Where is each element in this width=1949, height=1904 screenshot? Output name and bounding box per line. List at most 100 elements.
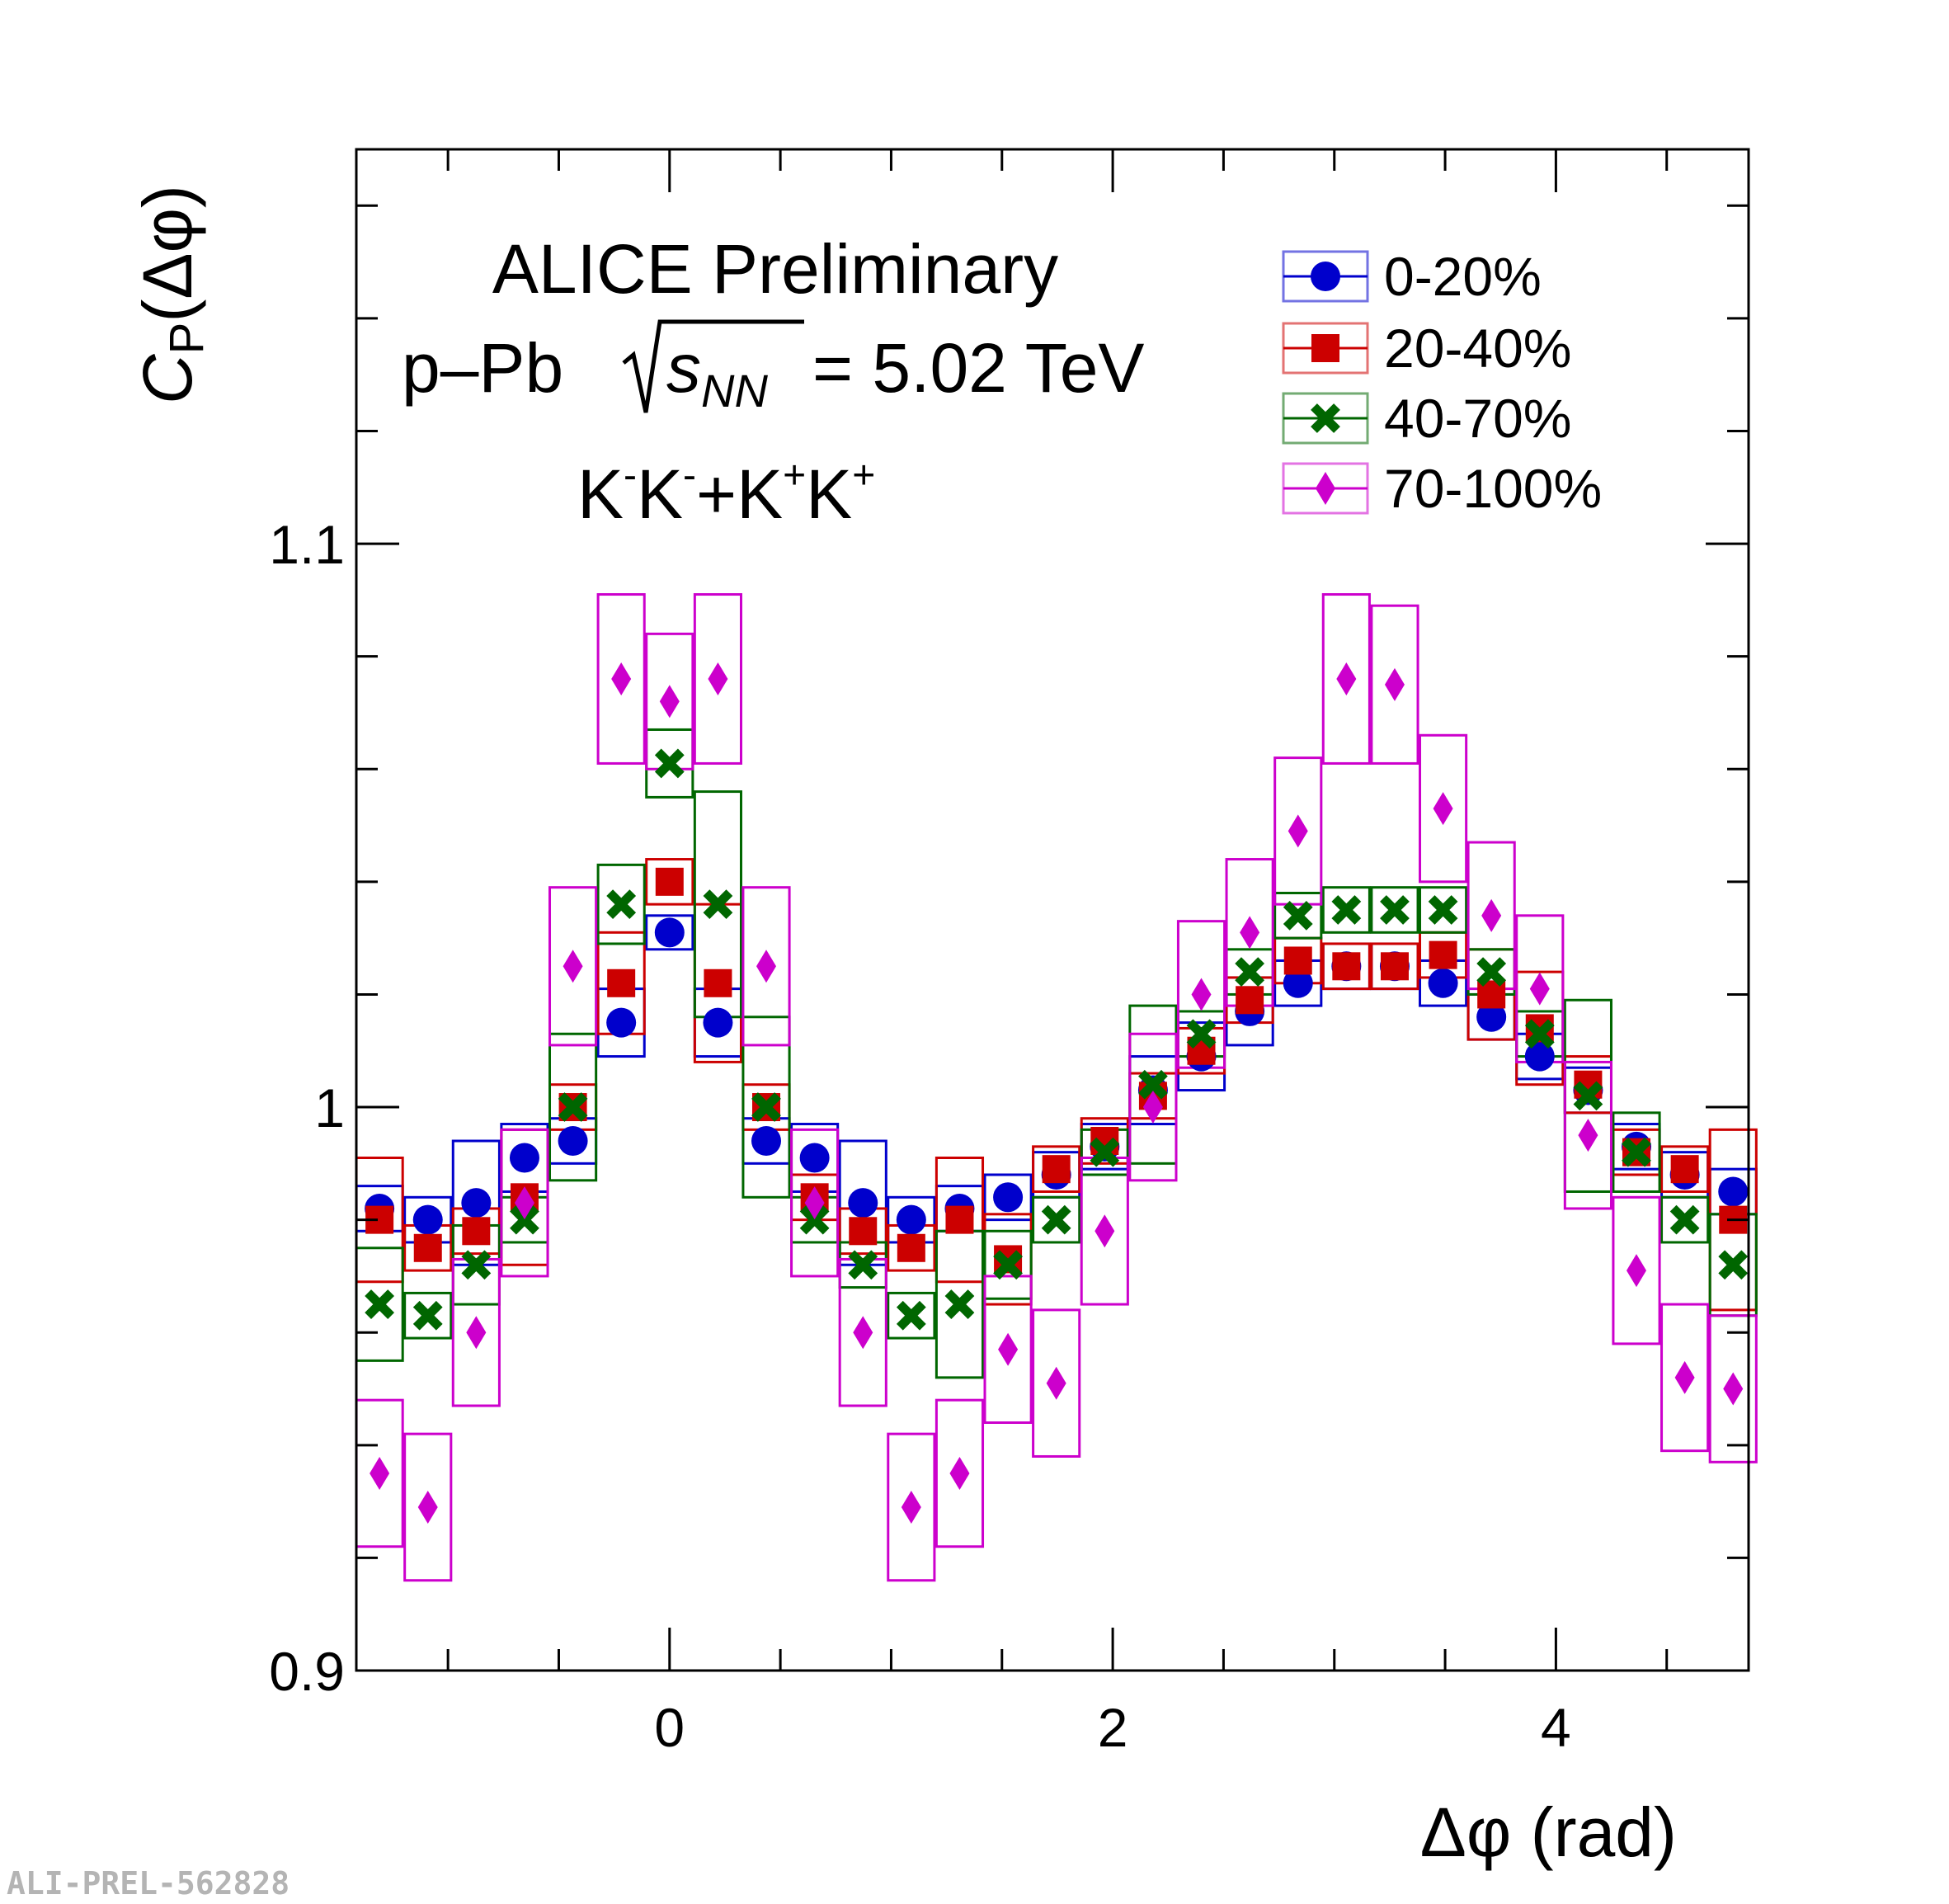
data-point-70-100 xyxy=(1240,916,1260,950)
syst-box-70-100 xyxy=(1563,1060,1612,1210)
data-point-70-100 xyxy=(708,662,728,695)
syst-box-70-100 xyxy=(1708,1314,1758,1463)
data-point-70-100 xyxy=(611,662,632,695)
data-point-70-100 xyxy=(1578,1119,1598,1152)
header-line2-s: s xyxy=(666,329,701,407)
data-point-40-70 xyxy=(799,1204,830,1235)
data-point-70-100 xyxy=(949,1456,970,1490)
data-point-20-40 xyxy=(704,968,732,997)
data-point-0-20 xyxy=(1476,1001,1507,1032)
syst-boxes-70-100 xyxy=(355,593,1758,1582)
syst-box-20-40 xyxy=(645,858,694,906)
data-point-70-100 xyxy=(1627,1254,1647,1288)
x-tick-label: 4 xyxy=(1541,1697,1571,1758)
syst-box-40-70 xyxy=(596,863,646,945)
syst-box-40-70 xyxy=(1370,886,1419,934)
data-point-70-100 xyxy=(1674,1360,1695,1394)
data-point-40-70 xyxy=(1428,895,1458,925)
syst-box-20-40 xyxy=(1370,942,1419,991)
series-70-100 xyxy=(370,662,1744,1524)
data-point-0-20 xyxy=(751,1126,782,1157)
header-line2-prefix: p–Pb xyxy=(402,329,563,407)
watermark-label: ALI-PREL-562828 xyxy=(7,1865,290,1902)
data-point-70-100 xyxy=(1191,978,1212,1011)
x-axis-title: Δφ (rad) xyxy=(1420,1793,1677,1871)
syst-box-70-100 xyxy=(500,1128,549,1278)
data-point-70-100 xyxy=(1481,898,1502,932)
data-point-40-70 xyxy=(1283,900,1313,931)
syst-box-70-100 xyxy=(1660,1303,1710,1453)
y-tick-label: 1.1 xyxy=(269,514,345,575)
data-point-40-70 xyxy=(558,1092,588,1122)
x-tick-label: 0 xyxy=(654,1697,685,1758)
data-point-70-100 xyxy=(370,1456,390,1490)
syst-box-0-20 xyxy=(645,914,694,951)
syst-box-40-70 xyxy=(1273,892,1323,940)
data-point-70-100 xyxy=(756,950,777,983)
data-point-40-70 xyxy=(944,1289,975,1319)
syst-box-20-40 xyxy=(1321,942,1371,991)
data-point-0-20 xyxy=(654,917,685,948)
data-point-40-70 xyxy=(1331,895,1362,925)
syst-box-40-70 xyxy=(548,1032,598,1182)
data-point-0-20 xyxy=(461,1188,492,1218)
syst-box-40-70 xyxy=(983,1229,1033,1300)
data-point-70-100 xyxy=(417,1490,438,1524)
legend-label-70-100: 70-100% xyxy=(1384,458,1602,519)
data-point-70-100 xyxy=(901,1490,921,1524)
legend-entry-20-40: 20-40% xyxy=(1282,318,1572,379)
header-line3: K-K-+K+K+ xyxy=(577,454,875,533)
data-point-40-70 xyxy=(1186,1019,1217,1049)
syst-box-70-100 xyxy=(1370,604,1419,765)
data-point-40-70 xyxy=(1622,1137,1651,1167)
syst-box-70-100 xyxy=(887,1432,936,1582)
syst-box-40-70 xyxy=(1321,886,1371,934)
systematic-boxes xyxy=(355,593,1758,1582)
syst-box-0-20 xyxy=(983,1173,1033,1222)
data-point-40-70 xyxy=(993,1250,1023,1280)
data-point-0-20 xyxy=(703,1007,733,1038)
syst-box-70-100 xyxy=(741,886,791,1047)
data-point-20-40 xyxy=(1283,946,1312,975)
x-tick-label: 2 xyxy=(1098,1697,1128,1758)
data-point-70-100 xyxy=(1142,1091,1163,1124)
data-point-70-100 xyxy=(1288,814,1308,848)
legend-marker-circle xyxy=(1311,262,1340,291)
syst-box-70-100 xyxy=(934,1398,985,1548)
data-point-20-40 xyxy=(1332,952,1361,981)
data-point-40-70 xyxy=(510,1204,539,1235)
syst-box-20-40 xyxy=(1660,1145,1710,1193)
syst-box-70-100 xyxy=(596,593,646,765)
data-point-70-100 xyxy=(1433,792,1453,826)
legend-entry-70-100: 70-100% xyxy=(1282,458,1602,519)
data-point-20-40 xyxy=(462,1217,491,1246)
syst-box-70-100 xyxy=(1273,756,1323,906)
header-line2-nn: NN xyxy=(701,365,768,417)
tick-labels: 0 2 4 0.9 1 1.1 xyxy=(269,514,1571,1758)
header-line3-m2: - xyxy=(683,454,696,497)
data-point-0-20 xyxy=(1718,1176,1749,1207)
legend-marker-cross xyxy=(1311,403,1340,433)
header-line3-m1: - xyxy=(624,454,637,497)
data-point-20-40 xyxy=(1380,952,1409,981)
data-point-40-70 xyxy=(606,889,637,920)
data-point-20-40 xyxy=(413,1233,442,1262)
data-point-20-40 xyxy=(1670,1155,1699,1184)
data-point-40-70 xyxy=(1380,895,1410,925)
syst-box-20-40 xyxy=(1032,1145,1081,1193)
header-line3-k1: K xyxy=(577,455,624,533)
data-point-0-20 xyxy=(509,1143,539,1173)
syst-box-70-100 xyxy=(403,1432,453,1582)
data-point-40-70 xyxy=(751,1092,781,1122)
data-point-0-20 xyxy=(1283,968,1313,998)
syst-box-70-100 xyxy=(1032,1308,1081,1458)
y-axis-title-main: C xyxy=(129,353,206,404)
data-point-70-100 xyxy=(1336,662,1357,695)
legend-marker-diamond xyxy=(1316,472,1335,505)
data-point-20-40 xyxy=(1429,940,1457,969)
syst-box-70-100 xyxy=(1612,1195,1661,1346)
header-line3-p1: + xyxy=(783,454,806,497)
header-line2: p–Pb sNN = 5.02 TeV xyxy=(402,319,1144,417)
data-point-40-70 xyxy=(1669,1204,1700,1235)
